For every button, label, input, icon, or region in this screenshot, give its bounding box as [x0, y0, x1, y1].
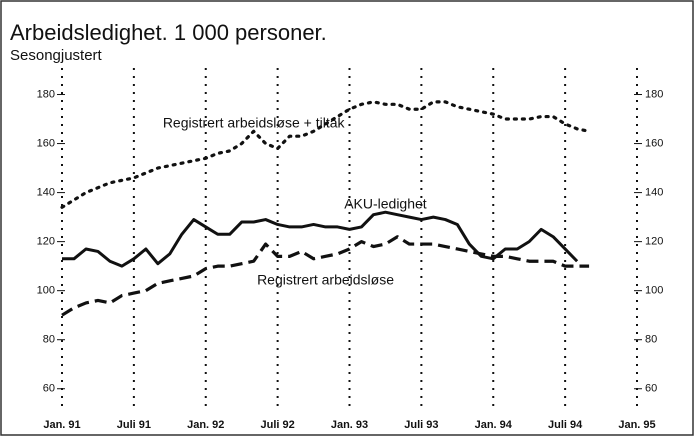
y-tick-label: 140 — [37, 186, 55, 198]
x-tick-label: Jan. 92 — [187, 419, 224, 431]
chart-title: Arbeidsledighet. 1 000 personer. — [10, 20, 327, 45]
y-tick-label: 60 — [43, 383, 55, 395]
y-tick-label: 120 — [37, 236, 55, 248]
y2-tick-label: 120 — [645, 236, 663, 248]
series-line — [62, 210, 579, 268]
y2-tick-label: 80 — [645, 334, 657, 346]
chart-subtitle: Sesongjustert — [10, 47, 103, 64]
x-tick-label: Jan. 91 — [43, 419, 80, 431]
series-line — [61, 235, 590, 317]
y2-tick-label: 60 — [645, 383, 657, 395]
y2-tick-label: 180 — [645, 88, 663, 100]
y2-tick-label: 160 — [645, 137, 663, 149]
y-tick-label: 180 — [37, 88, 55, 100]
annotation: Registrert arbeidsløse + tiltak — [163, 115, 346, 131]
x-tick-label: Jan. 93 — [331, 419, 368, 431]
x-tick-label: Juli 94 — [548, 419, 583, 431]
series-line — [60, 100, 591, 209]
annotation: AKU-ledighet — [344, 196, 427, 212]
y2-tick-label: 140 — [645, 186, 663, 198]
annotation: Registrert arbeidsløse — [257, 272, 394, 288]
x-tick-label: Jan. 94 — [475, 419, 513, 431]
x-tick-label: Juli 92 — [261, 419, 295, 431]
y2-tick-label: 100 — [645, 285, 663, 297]
x-tick-label: Juli 91 — [117, 419, 151, 431]
y-tick-label: 160 — [37, 137, 55, 149]
x-tick-label: Jan. 95 — [618, 419, 655, 431]
x-tick-label: Juli 93 — [404, 419, 438, 431]
y-tick-label: 80 — [43, 334, 55, 346]
y-tick-label: 100 — [37, 285, 55, 297]
